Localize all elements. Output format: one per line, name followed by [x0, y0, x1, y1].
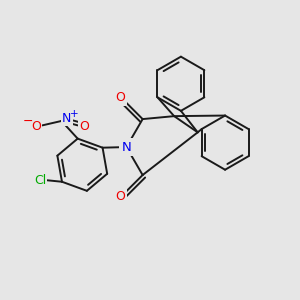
Text: −: − — [23, 115, 34, 128]
Text: O: O — [115, 91, 125, 104]
Text: O: O — [79, 120, 89, 133]
Text: Cl: Cl — [34, 174, 46, 187]
Text: N: N — [122, 141, 131, 154]
Text: +: + — [70, 109, 78, 118]
Text: O: O — [115, 190, 125, 203]
Text: O: O — [31, 120, 41, 133]
Text: N: N — [62, 112, 71, 125]
